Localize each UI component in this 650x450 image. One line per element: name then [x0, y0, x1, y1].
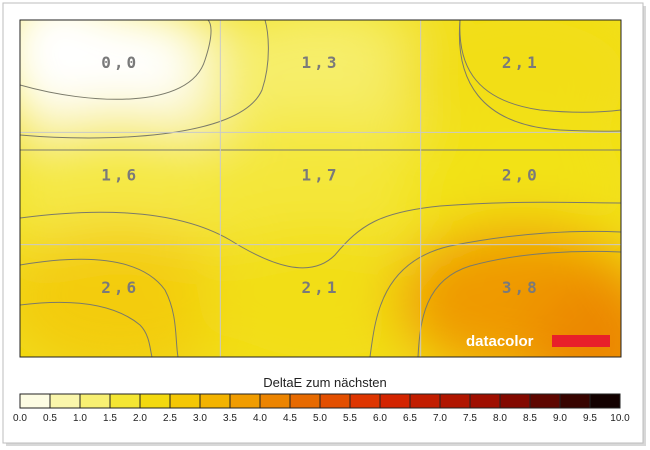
colorbar-swatch [200, 394, 231, 408]
cell-value-label: 3,8 [502, 278, 540, 297]
colorbar-swatch [530, 394, 561, 408]
colorbar-tick-label: 7.5 [463, 413, 477, 424]
colorbar-tick-label: 5.5 [343, 413, 357, 424]
brand-bar [552, 335, 610, 347]
heatmap-plot: 0,0 1,3 2,1 1,6 1,7 2,0 2,6 2,1 3,8 [20, 20, 621, 357]
colorbar-tick-label: 6.5 [403, 413, 417, 424]
colorbar-tick-label: 9.0 [553, 413, 567, 424]
contour-line [20, 20, 269, 139]
heat-blob [20, 20, 130, 115]
colorbar-swatch [110, 394, 141, 408]
colorbar-tick-label: 2.5 [163, 413, 177, 424]
colorbar-swatch [290, 394, 321, 408]
colorbar-tick-label: 8.0 [493, 413, 507, 424]
heat-blob [196, 224, 445, 357]
colorbar-tick-label: 1.5 [103, 413, 117, 424]
colorbar: 0.0 0.5 1.0 1.5 2.0 2.5 3.0 3.5 4.0 4.5 5.0 5.5 6.0 6… [13, 393, 630, 424]
colorbar-tick-label: 1.0 [73, 413, 87, 424]
colorbar-swatch [80, 394, 111, 408]
colorbar-title: DeltaE zum nächsten [263, 375, 387, 390]
contour-line [458, 20, 621, 132]
cell-value-label: 2,1 [502, 53, 540, 72]
cell-value-label: 2,6 [101, 278, 139, 297]
colorbar-tick-label: 0.5 [43, 413, 57, 424]
colorbar-swatch [50, 394, 81, 408]
colorbar-tick-label: 5.0 [313, 413, 327, 424]
colorbar-swatch [320, 394, 351, 408]
colorbar-swatch [20, 394, 51, 408]
colorbar-swatch [170, 394, 201, 408]
contour-line [20, 301, 153, 357]
plot-border [19, 19, 622, 358]
colorbar-tick-label: 6.0 [373, 413, 387, 424]
colorbar-swatch [470, 394, 501, 408]
colorbar-tick-label: 2.0 [133, 413, 147, 424]
colorbar-tick-label: 4.5 [283, 413, 297, 424]
colorbar-swatch [260, 394, 291, 408]
colorbar-tick-label: 9.5 [583, 413, 597, 424]
colorbar-swatch [410, 394, 441, 408]
colorbar-swatch [590, 394, 621, 408]
colorbar-tick-label: 7.0 [433, 413, 447, 424]
colorbar-tick-label: 3.0 [193, 413, 207, 424]
contour-line [417, 250, 621, 357]
colorbar-tick-label: 3.5 [223, 413, 237, 424]
contour-line [459, 20, 621, 113]
colorbar-tick-label: 8.5 [523, 413, 537, 424]
colorbar-tick-label: 0.0 [13, 413, 27, 424]
contour-line [369, 230, 621, 357]
datacolor-logo: datacolor [466, 333, 610, 350]
contour-line [20, 201, 621, 269]
cell-value-label: 1,3 [302, 53, 340, 72]
contour-line [20, 20, 212, 100]
colorbar-swatch [230, 394, 261, 408]
heat-blob [196, 20, 445, 153]
cell-value-label: 2,0 [502, 166, 540, 185]
colorbar-swatch [560, 394, 591, 408]
cell-value-label: 1,7 [302, 166, 340, 185]
colorbar-swatch [380, 394, 411, 408]
colorbar-swatch [140, 394, 171, 408]
cell-value-label: 0,0 [101, 53, 139, 72]
colorbar-swatch [500, 394, 531, 408]
brand-text: datacolor [466, 333, 534, 350]
cell-value-label: 2,1 [302, 278, 340, 297]
colorbar-tick-label: 10.0 [610, 413, 630, 424]
colorbar-swatch [440, 394, 471, 408]
colorbar-tick-label: 4.0 [253, 413, 267, 424]
colorbar-swatch [350, 394, 381, 408]
heat-blob [20, 224, 245, 357]
contour-line [20, 258, 179, 357]
cell-value-label: 1,6 [101, 166, 139, 185]
